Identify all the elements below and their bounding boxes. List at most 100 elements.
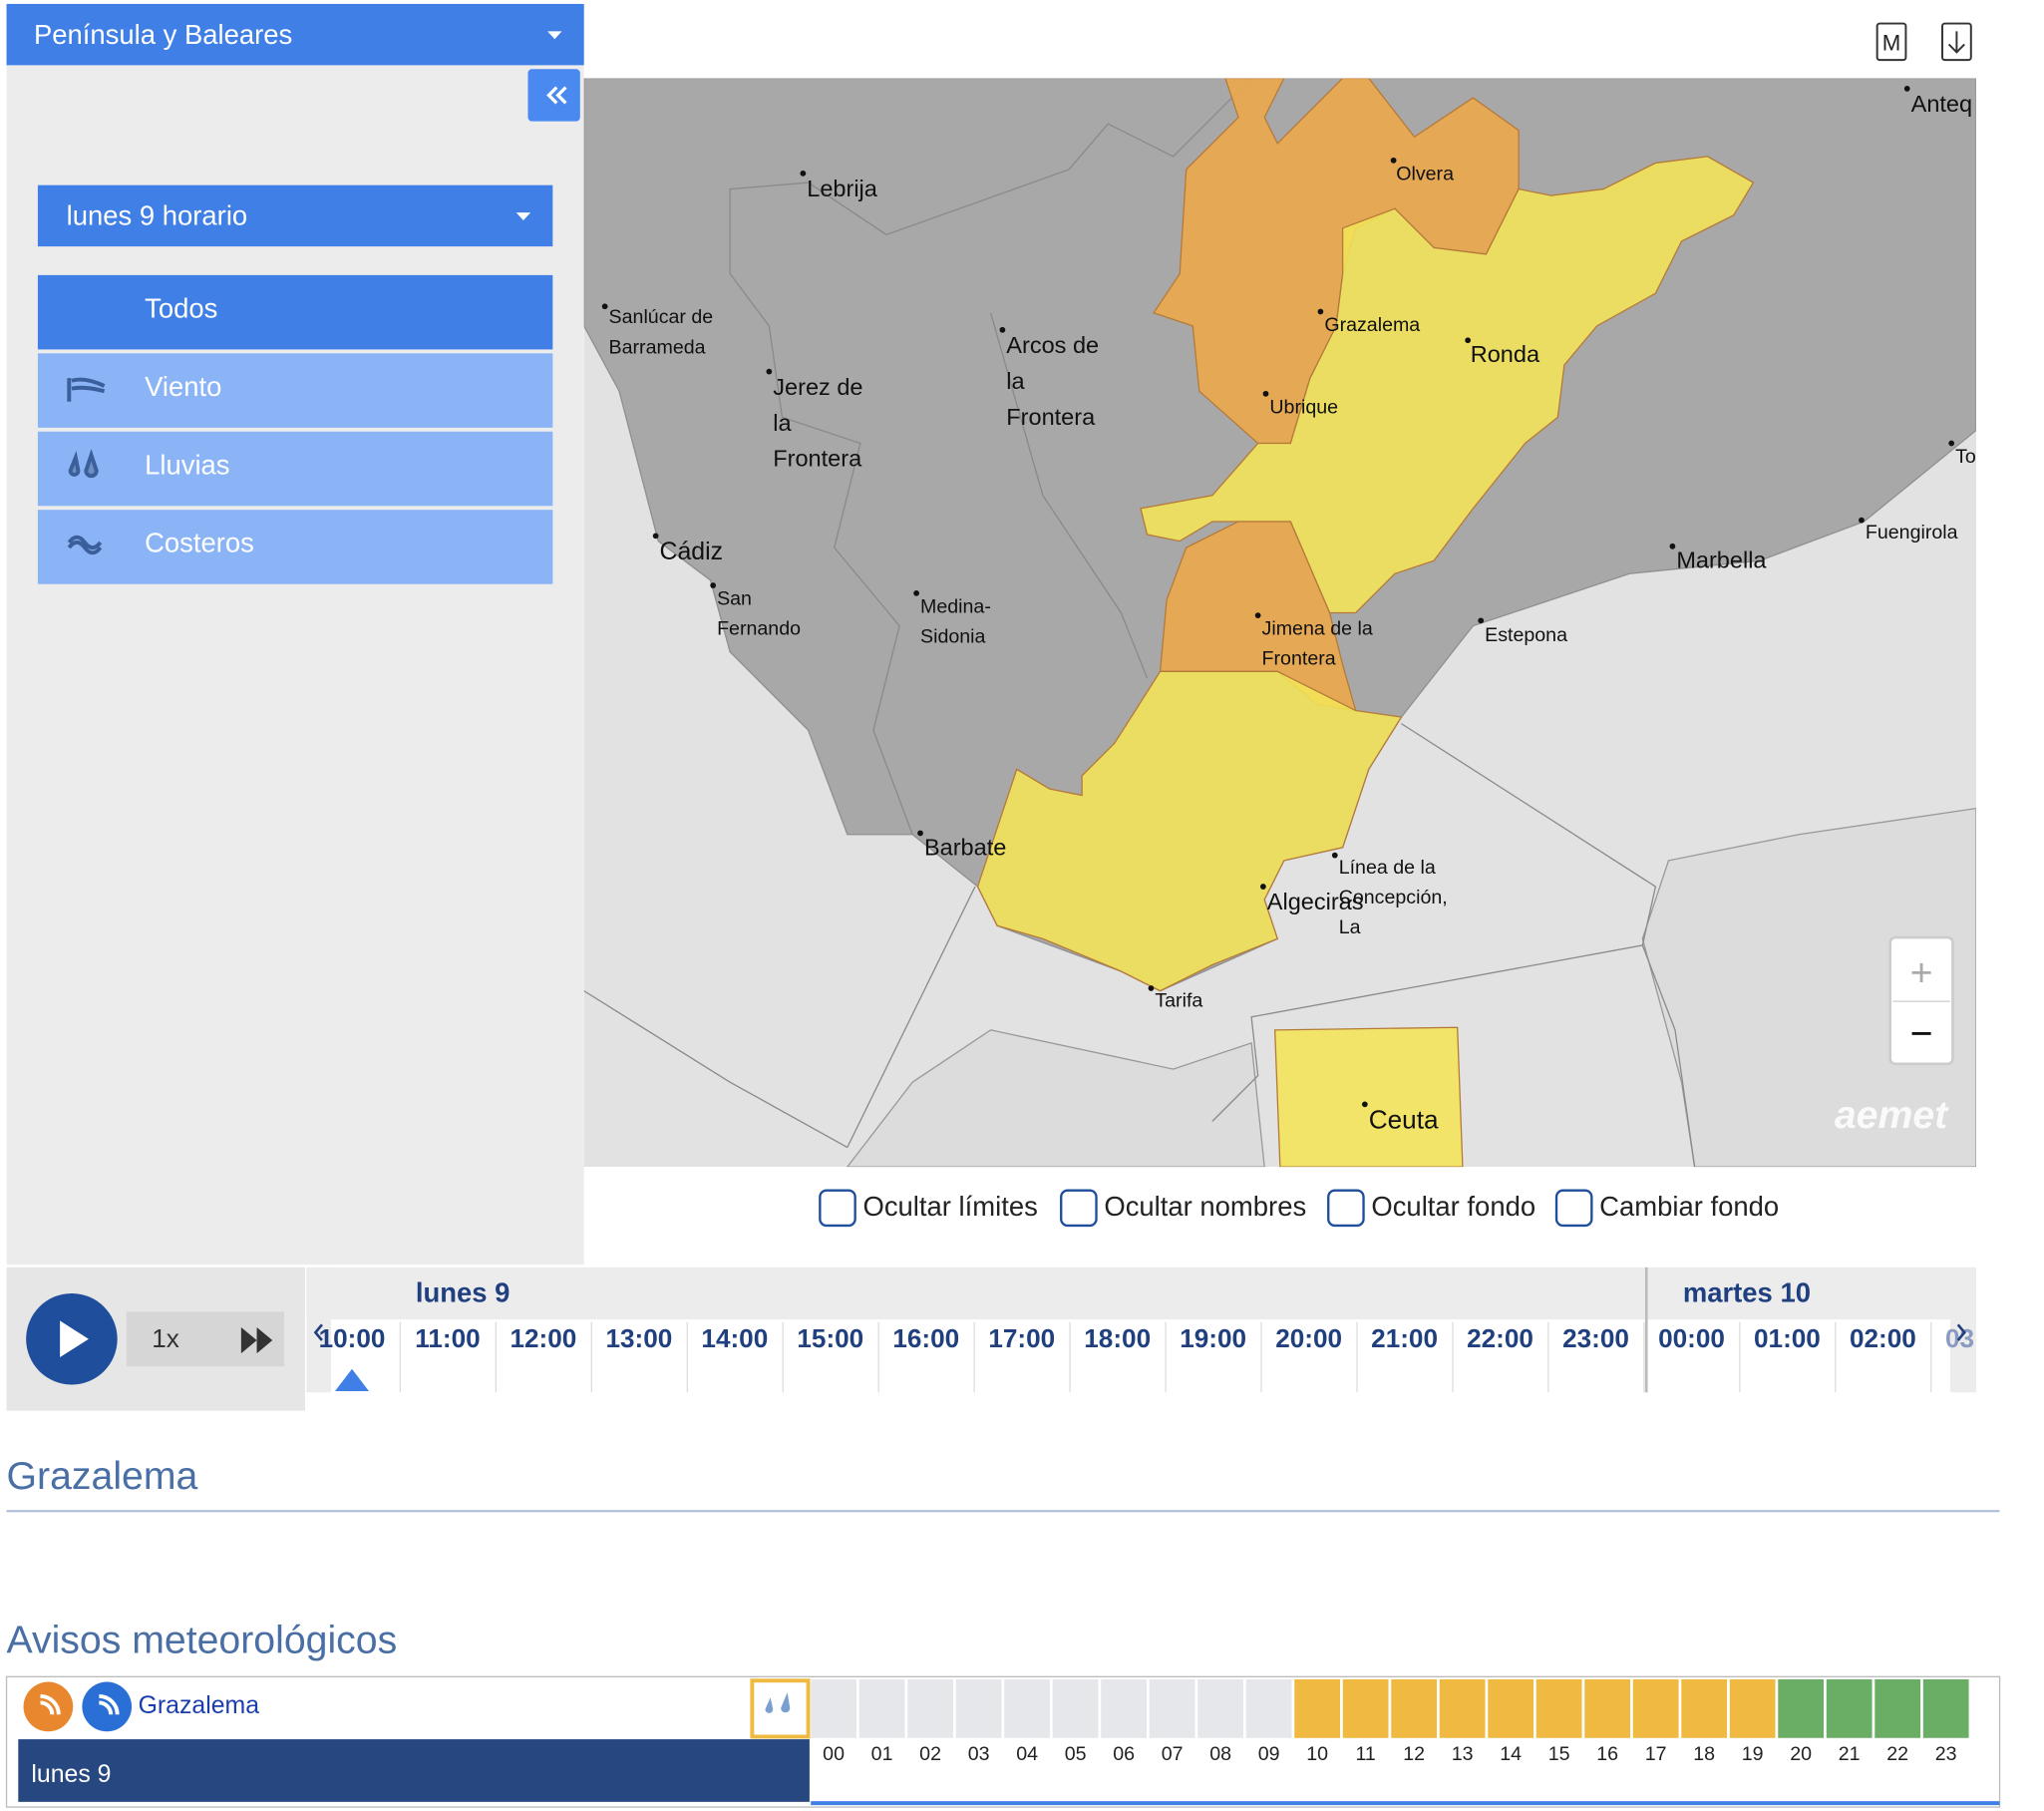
hour-label[interactable]: 22:00	[1467, 1323, 1533, 1353]
hour-label[interactable]: 18:00	[1084, 1323, 1151, 1353]
hour-label: 18	[1693, 1743, 1715, 1765]
hour-label[interactable]: 14:00	[701, 1323, 768, 1353]
hour-label[interactable]: 23:00	[1562, 1323, 1629, 1353]
filter-box	[37, 353, 553, 428]
place-name: Sanlúcar de	[609, 306, 714, 328]
prev-arrow[interactable]	[313, 1323, 323, 1341]
hour-label[interactable]: 03:00	[1945, 1323, 2012, 1353]
timeline: lunes 9 martes 10 10:00 11:00 12:00 13:00 14:0…	[306, 1267, 2012, 1393]
hour-cell	[1245, 1678, 1292, 1738]
checkbox	[1060, 1189, 1098, 1228]
hour-label: 17	[1645, 1743, 1667, 1765]
place-name: Barrameda	[609, 336, 706, 358]
region-selector[interactable]: Península y Baleares	[6, 3, 584, 66]
place-name: Anteq	[1911, 91, 1972, 117]
warning-area	[1140, 156, 1755, 614]
map-option[interactable]: Ocultar nombres	[1060, 1189, 1306, 1228]
filter-icon	[67, 377, 106, 402]
hour-label: 22	[1886, 1743, 1908, 1765]
dropdown-box	[6, 3, 584, 66]
day-selector[interactable]: lunes 9 horario	[37, 184, 553, 247]
place-name: Frontera	[773, 446, 862, 472]
hour-label: 02	[919, 1743, 941, 1765]
filter-box	[37, 431, 553, 507]
m-button[interactable]: M	[1875, 22, 1907, 62]
place-name: Lebrija	[807, 176, 878, 201]
place-dot	[1948, 440, 1955, 447]
filter-icon	[67, 535, 103, 555]
speed-label: 1x	[152, 1323, 179, 1353]
rss-icon	[40, 1693, 61, 1715]
location-link[interactable]: Grazalema	[139, 1692, 260, 1719]
place-name: Estepona	[1485, 624, 1567, 646]
boundaries	[583, 78, 1696, 1168]
hour-cell	[907, 1678, 953, 1738]
hour-label[interactable]: 13:00	[605, 1323, 672, 1353]
hour-label[interactable]: 17:00	[988, 1323, 1055, 1353]
place-dot	[766, 368, 773, 375]
map-logo: aemet	[1835, 1093, 1949, 1137]
hour-label[interactable]: 12:00	[511, 1323, 577, 1353]
hour-cell	[1149, 1678, 1195, 1738]
zoom-in[interactable]: +	[1910, 950, 1933, 994]
place-name: Arcos de	[1006, 332, 1099, 358]
hour-label: 03	[968, 1743, 990, 1765]
place-dot	[1259, 884, 1266, 890]
hour-label[interactable]: 11:00	[415, 1323, 480, 1353]
place-name: Sidonia	[920, 626, 986, 648]
hour-cell	[1535, 1678, 1582, 1738]
hour-label[interactable]: 20:00	[1275, 1323, 1342, 1353]
place-name: Grazalema	[1324, 314, 1420, 336]
hour-label[interactable]: 19:00	[1180, 1323, 1246, 1353]
hour-label: 23	[1935, 1743, 1957, 1765]
place-name: Ronda	[1471, 341, 1540, 367]
place-dot	[1331, 852, 1338, 859]
play-button[interactable]	[26, 1292, 118, 1385]
hour-label[interactable]: 21:00	[1371, 1323, 1438, 1353]
next-arrow[interactable]	[1956, 1323, 1966, 1341]
hour-label[interactable]: 15:00	[797, 1323, 863, 1353]
filter-item[interactable]: Viento	[37, 353, 553, 428]
place-name: la	[773, 410, 792, 436]
dropdown-box	[37, 184, 553, 247]
hour-cell	[1681, 1678, 1728, 1738]
section-title: Avisos meteorológicos	[7, 1619, 398, 1662]
hour-cell	[1729, 1678, 1776, 1738]
collapse-button[interactable]	[527, 69, 580, 122]
checkbox	[1554, 1189, 1593, 1228]
filter-label: Costeros	[145, 528, 254, 558]
checkbox	[819, 1189, 856, 1228]
place-dot	[1361, 1101, 1368, 1108]
hour-label: 21	[1839, 1743, 1861, 1765]
filter-item[interactable]: Costeros	[37, 510, 553, 584]
map-option[interactable]: Ocultar fondo	[1327, 1189, 1535, 1228]
place-name: Barbate	[924, 834, 1006, 860]
hour-label[interactable]: 01:00	[1754, 1323, 1821, 1353]
place-name: Línea de la	[1339, 857, 1436, 879]
place-name: La	[1339, 916, 1361, 938]
hour-cell	[858, 1678, 905, 1738]
hour-cell	[1004, 1678, 1050, 1738]
hour-label[interactable]: 16:00	[892, 1323, 959, 1353]
hour-label: 14	[1500, 1743, 1522, 1765]
filter-item[interactable]: Todos	[37, 274, 553, 350]
zoom-out[interactable]: −	[1910, 1012, 1933, 1056]
option-label: Ocultar límites	[862, 1191, 1037, 1222]
place-name: Frontera	[1006, 404, 1096, 430]
hour-label[interactable]: 00:00	[1658, 1323, 1725, 1353]
speed-control[interactable]: 1x	[126, 1311, 285, 1367]
option-label: Cambiar fondo	[1599, 1191, 1779, 1222]
filter-box	[37, 274, 553, 350]
map-option[interactable]: Ocultar límites	[819, 1189, 1038, 1228]
hour-label[interactable]: 02:00	[1850, 1323, 1916, 1353]
download-button[interactable]	[1941, 22, 1972, 62]
hour-cell	[1391, 1678, 1438, 1738]
timeline-header	[306, 1267, 1977, 1320]
filter-item[interactable]: Lluvias	[37, 431, 553, 507]
place-dot	[710, 582, 717, 588]
day-bar-label: lunes 9	[31, 1761, 111, 1788]
hour-label[interactable]: 10:00	[319, 1323, 386, 1353]
place-dot	[999, 326, 1006, 333]
map-option[interactable]: Cambiar fondo	[1554, 1189, 1779, 1228]
